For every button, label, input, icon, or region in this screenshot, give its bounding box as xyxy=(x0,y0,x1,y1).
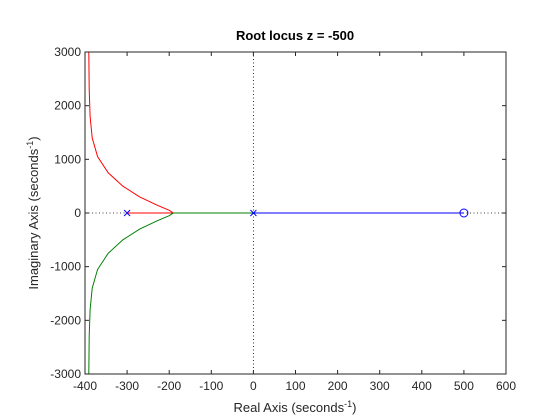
pole-marker-stroke xyxy=(250,209,257,217)
series-layer xyxy=(88,51,464,375)
y-tick-label: 0 xyxy=(74,206,81,220)
y-tick-label: -1000 xyxy=(50,260,81,274)
x-tick-label: 500 xyxy=(454,379,474,393)
pole-marker-1 xyxy=(123,209,131,217)
y-tick-label: -3000 xyxy=(50,367,81,381)
chart-title: Root locus z = -500 xyxy=(236,28,354,43)
y-tick-label: 1000 xyxy=(54,152,81,166)
x-axis-title-close: ) xyxy=(352,400,356,415)
marker-layer xyxy=(123,208,469,218)
x-tick-label: 100 xyxy=(285,379,305,393)
pole-marker-stroke xyxy=(123,209,131,217)
x-tick-label: 400 xyxy=(412,379,432,393)
y-tick-label: 3000 xyxy=(54,45,81,59)
x-tick-label: 300 xyxy=(370,379,390,393)
x-axis-title: Real Axis (seconds-1) xyxy=(234,399,357,415)
x-tick-label: 600 xyxy=(496,379,516,393)
pole-marker-2 xyxy=(250,209,257,217)
y-tick-label: 2000 xyxy=(54,99,81,113)
y-axis-title-exponent: -1 xyxy=(25,141,35,149)
x-tick-label: -300 xyxy=(115,379,139,393)
x-tick-label: 200 xyxy=(328,379,348,393)
x-ticks: -400 -300 -200 -100 0 100 200 300 400 500 600 xyxy=(73,52,516,393)
y-ticks: -3000 -2000 -1000 0 1000 2000 3000 xyxy=(50,45,506,381)
locus-branch-1 xyxy=(88,51,176,214)
x-tick-label: -100 xyxy=(199,379,223,393)
y-axis-title: Imaginary Axis (seconds-1) xyxy=(25,136,41,289)
x-axis-title-exponent: -1 xyxy=(344,399,352,409)
x-tick-label: 0 xyxy=(250,379,257,393)
y-axis-title-main: Imaginary Axis (seconds xyxy=(26,148,41,289)
x-tick-label: -200 xyxy=(157,379,181,393)
y-tick-label: -2000 xyxy=(50,313,81,327)
x-tick-label: -400 xyxy=(73,379,97,393)
locus-branch-2 xyxy=(88,212,254,375)
y-axis-title-close: ) xyxy=(26,136,41,140)
zero-marker-1 xyxy=(459,208,469,218)
x-axis-title-main: Real Axis (seconds xyxy=(234,400,345,415)
